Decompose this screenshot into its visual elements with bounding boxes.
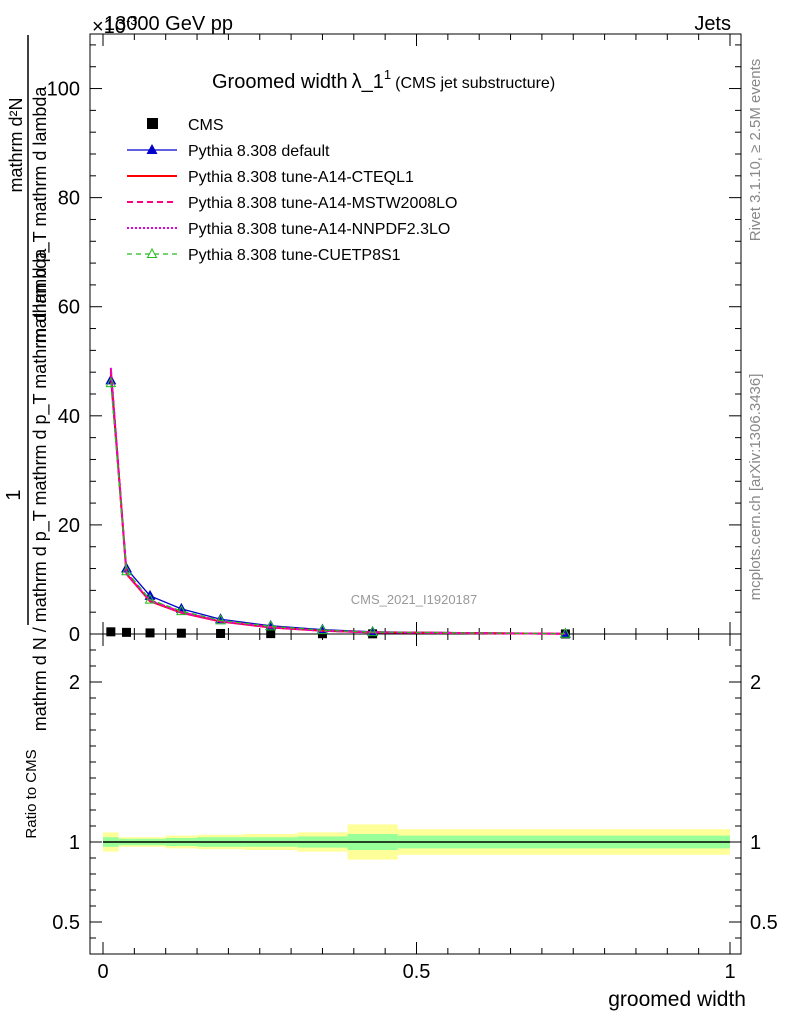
ylabel-fraction-top: mathrm d²N	[6, 97, 26, 192]
legend-label: Pythia 8.308 tune-A14-NNPDF2.3LO	[188, 221, 450, 238]
legend-label: CMS	[188, 117, 224, 134]
x-tick-label: 0.5	[403, 961, 431, 983]
ratio-y-tick-label: 2	[69, 672, 80, 694]
ylabel-numerator: 1	[3, 489, 25, 500]
x-tick-label: 0	[97, 961, 108, 983]
ratio-y-tick-label-right: 0.5	[750, 912, 778, 934]
legend-marker	[146, 247, 158, 258]
plot-title-sup: 1	[384, 67, 391, 82]
rivet-label: Rivet 3.1.10, ≥ 2.5M events	[747, 59, 764, 242]
ratio-uncertainty-bands	[103, 824, 730, 860]
ylabel-fraction-bottom: mathrm d p_T mathrm d lambda	[30, 86, 51, 344]
x-tick-label: 1	[724, 961, 735, 983]
ratio-y-tick-label-right: 2	[750, 672, 761, 694]
legend-label: Pythia 8.308 default	[188, 143, 330, 160]
data-point-cuetp8s1	[215, 614, 226, 625]
legend-label: Pythia 8.308 tune-A14-CTEQL1	[188, 169, 414, 186]
series-layer	[105, 367, 571, 639]
ratio-y-tick-label-right: 1	[750, 832, 761, 854]
main-y-tick-label: 20	[58, 515, 80, 537]
data-point-cms	[122, 627, 132, 637]
plot-title-main: Groomed width	[212, 71, 348, 93]
category-label: Jets	[694, 13, 731, 35]
legend-marker	[146, 144, 158, 154]
data-point-cuetp8s1	[265, 620, 277, 631]
x-axis-label: groomed width	[608, 988, 746, 1011]
legend: CMS Pythia 8.308 default Pythia 8.308 tune…	[127, 117, 457, 264]
main-y-tick-label: 60	[58, 297, 80, 319]
series-line	[109, 369, 566, 635]
data-point-cms	[266, 629, 276, 639]
data-point-cuetp8s1	[121, 565, 132, 576]
data-point-cuetp8s1	[105, 377, 117, 388]
ratio-ylabel: Ratio to CMS	[23, 749, 40, 838]
energy-label: 13000 GeV pp	[104, 13, 233, 35]
series-line	[109, 367, 566, 635]
plot-title-suffix: (CMS jet substructure)	[395, 75, 555, 92]
main-axis-ticks: 0 20 40 60 80 100	[47, 34, 741, 646]
mcplots-label: mcplots.cern.ch [arXiv:1306.3436]	[747, 374, 764, 601]
data-point-cms	[145, 628, 155, 638]
data-point-cms	[216, 628, 226, 638]
main-y-tick-label: 40	[58, 406, 80, 428]
exponent-label: ×10-3	[92, 13, 138, 38]
exponent-base: ×10	[92, 16, 126, 38]
ratio-plot-frame	[89, 633, 742, 955]
legend-label: Pythia 8.308 tune-A14-MSTW2008LO	[188, 195, 457, 212]
ratio-y-tick-label: 0.5	[52, 912, 80, 934]
exponent-power: -3	[126, 13, 138, 28]
ratio-y-tick-label: 1	[69, 832, 80, 854]
main-y-tick-label: 0	[69, 624, 80, 646]
data-point-cuetp8s1	[560, 627, 571, 638]
data-point-cuetp8s1	[144, 593, 156, 604]
data-point-cuetp8s1	[176, 605, 187, 616]
plot-title: Groomed width λ_11 (CMS jet substructure)	[212, 67, 555, 93]
plot-title-symbol: λ_1	[352, 71, 384, 93]
series-line	[110, 380, 566, 635]
data-point-cuetp8s1	[367, 626, 378, 637]
data-point-cms	[106, 627, 116, 637]
legend-label: Pythia 8.308 tune-CUETP8S1	[188, 247, 401, 264]
data-point-cms	[176, 628, 186, 638]
ratio-axis-ticks: 0.5 0.5 1 1 2 2 0 0.5 1	[52, 634, 778, 983]
analysis-watermark: CMS_2021_I1920187	[351, 592, 478, 607]
y-axis-label: 1 mathrm d²N mathrm d p_T mathrm d lambd…	[3, 35, 51, 731]
data-point-default	[559, 627, 571, 638]
main-y-tick-label: 80	[58, 188, 80, 210]
legend-marker	[147, 118, 158, 129]
series-line	[110, 383, 566, 635]
ylabel-denominator: mathrm d N / mathrm d p_T mathrm d p_T m…	[30, 248, 51, 731]
main-y-tick-label: 100	[47, 79, 80, 101]
data-point-cuetp8s1	[317, 624, 328, 635]
series-line	[109, 372, 566, 635]
